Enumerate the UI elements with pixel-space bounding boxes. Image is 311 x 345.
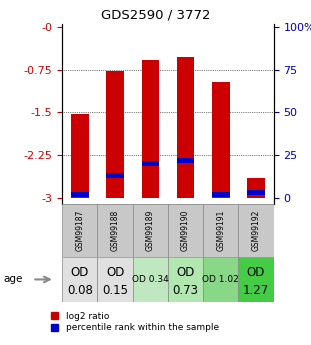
Text: GSM99190: GSM99190 [181,209,190,251]
Bar [71,114,89,198]
Text: age: age [3,275,22,284]
Bar [168,257,203,302]
Text: 0.73: 0.73 [173,284,198,297]
Bar [203,257,239,302]
Text: GSM99188: GSM99188 [111,210,119,251]
Bar [247,190,265,195]
Bar [106,174,124,178]
Bar [203,204,239,257]
Bar [62,257,97,302]
Bar [177,57,194,198]
Text: OD 1.02: OD 1.02 [202,275,239,284]
Bar [133,257,168,302]
Text: OD: OD [247,266,265,279]
Bar [212,82,230,198]
Text: OD 0.34: OD 0.34 [132,275,169,284]
Bar [142,60,159,198]
Bar [142,161,159,166]
Text: GSM99187: GSM99187 [75,210,84,251]
Bar [177,158,194,162]
Bar [212,192,230,197]
Text: OD: OD [71,266,89,279]
Bar [106,71,124,198]
Bar [97,257,133,302]
Bar [133,204,168,257]
Text: OD: OD [106,266,124,279]
Bar [97,204,133,257]
Bar [71,192,89,197]
Bar [247,178,265,198]
Text: 0.15: 0.15 [102,284,128,297]
Text: 1.27: 1.27 [243,284,269,297]
Bar [239,257,274,302]
Legend: log2 ratio, percentile rank within the sample: log2 ratio, percentile rank within the s… [51,312,219,332]
Text: OD: OD [176,266,195,279]
Bar [62,204,97,257]
Text: GDS2590 / 3772: GDS2590 / 3772 [101,9,210,22]
Text: 0.08: 0.08 [67,284,93,297]
Text: GSM99189: GSM99189 [146,210,155,251]
Text: GSM99191: GSM99191 [216,210,225,251]
Bar [239,204,274,257]
Text: GSM99192: GSM99192 [252,210,261,251]
Bar [168,204,203,257]
